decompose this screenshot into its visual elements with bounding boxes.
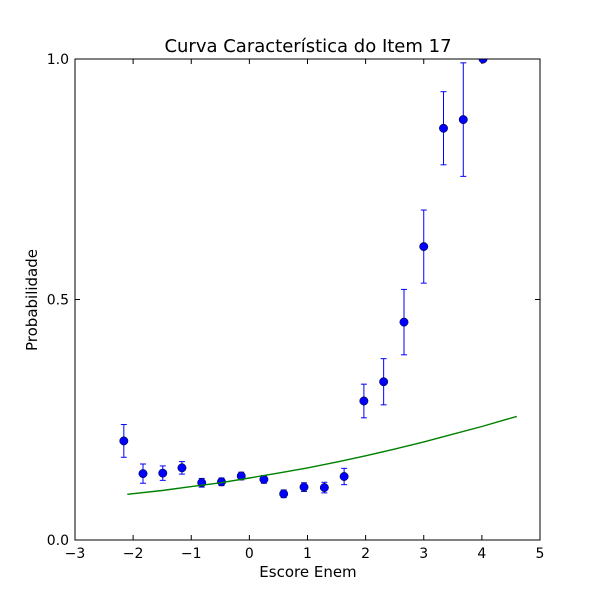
data-point — [339, 472, 349, 481]
plot-area: −3 −2 −1 0 1 2 3 4 5 0.0 0.5 1.0 — [47, 52, 545, 562]
data-point — [138, 469, 148, 479]
data-point — [119, 436, 129, 446]
y-tick-label: 0.0 — [47, 533, 69, 549]
data-point — [279, 489, 289, 499]
x-tick-label: 4 — [477, 546, 486, 562]
data-point — [379, 377, 389, 387]
y-tick-label: 1.0 — [47, 52, 69, 68]
x-tick-label: 2 — [361, 546, 370, 562]
plot-frame — [74, 58, 541, 541]
x-tick-label: 0 — [245, 546, 254, 562]
data-point — [478, 59, 488, 64]
x-tick-label: −2 — [123, 546, 144, 562]
data-point — [158, 468, 168, 478]
x-tick-label: −3 — [65, 546, 86, 562]
chart-title: Curva Característica do Item 17 — [164, 36, 451, 57]
data-point — [236, 471, 246, 481]
x-tick-label: 1 — [303, 546, 312, 562]
x-axis-label: Escore Enem — [259, 563, 356, 581]
model-curve-line — [127, 415, 517, 495]
data-point — [439, 123, 448, 133]
y-axis-label: Probabilidade — [23, 249, 41, 351]
data-point — [177, 463, 187, 473]
y-tick-label: 0.5 — [47, 293, 69, 309]
x-tick-label: −1 — [181, 546, 202, 562]
x-tick-label: 3 — [419, 546, 428, 562]
data-point — [419, 242, 429, 252]
data-point — [359, 396, 369, 406]
data-point — [299, 482, 309, 492]
data-point — [458, 115, 468, 125]
x-tick-label: 5 — [536, 546, 545, 562]
data-point — [319, 483, 329, 493]
data-point — [399, 317, 409, 327]
